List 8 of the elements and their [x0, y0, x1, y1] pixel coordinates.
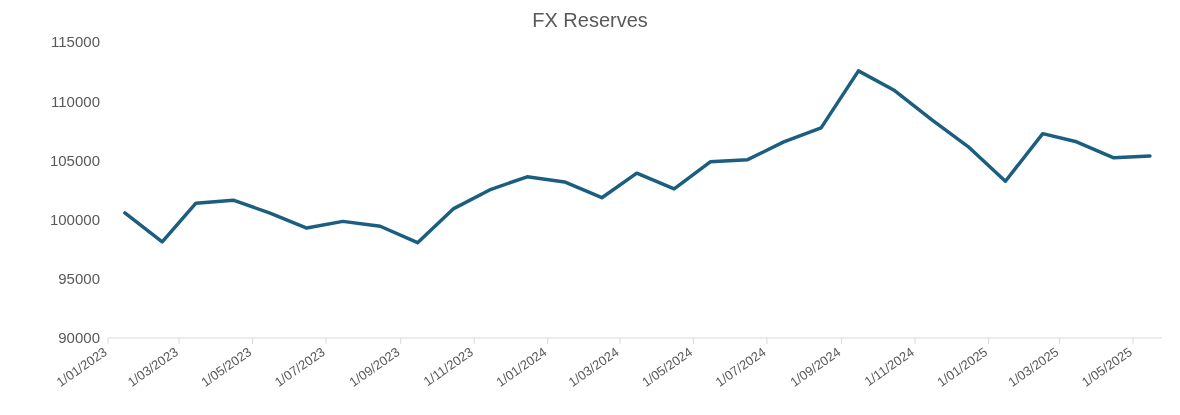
- y-tick-label: 115000: [51, 33, 100, 51]
- line-series: [123, 69, 1152, 245]
- y-tick-label: 100000: [49, 210, 100, 228]
- y-tick-label: 110000: [51, 92, 100, 110]
- y-tick-label: 105000: [49, 151, 100, 169]
- chart-title: FX Reserves: [532, 9, 648, 31]
- y-tick-label: 90000: [58, 329, 100, 347]
- y-tick-label: 95000: [58, 270, 100, 288]
